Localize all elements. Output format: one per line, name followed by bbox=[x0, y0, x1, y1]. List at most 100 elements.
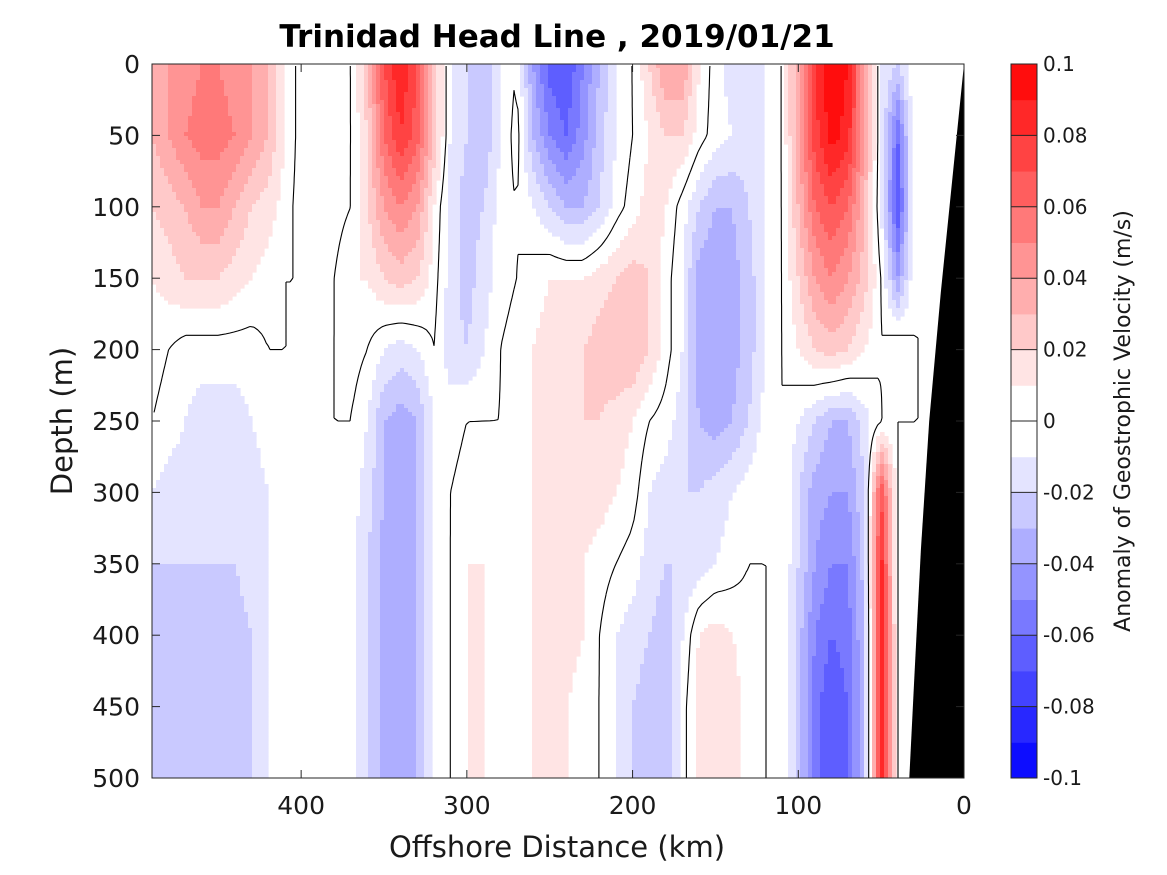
velocity-cell bbox=[656, 472, 689, 477]
velocity-cell bbox=[828, 500, 849, 505]
velocity-cell bbox=[472, 288, 493, 293]
velocity-cell bbox=[792, 188, 797, 193]
velocity-cell bbox=[788, 152, 793, 157]
velocity-cell bbox=[900, 172, 905, 177]
velocity-cell bbox=[420, 236, 425, 241]
velocity-cell bbox=[876, 528, 881, 533]
velocity-cell bbox=[640, 560, 717, 565]
velocity-cell bbox=[532, 492, 617, 497]
velocity-cell bbox=[460, 264, 477, 269]
velocity-cell bbox=[800, 152, 805, 157]
velocity-cell bbox=[628, 604, 657, 609]
velocity-cell bbox=[448, 252, 461, 257]
velocity-cell bbox=[900, 168, 905, 173]
velocity-cell bbox=[792, 464, 805, 469]
velocity-cell bbox=[696, 388, 737, 393]
velocity-cell bbox=[160, 476, 265, 481]
velocity-cell bbox=[884, 700, 889, 705]
velocity-cell bbox=[812, 692, 821, 697]
velocity-cell bbox=[448, 176, 461, 181]
velocity-cell bbox=[468, 324, 489, 329]
velocity-cell bbox=[800, 504, 809, 509]
velocity-cell bbox=[904, 180, 909, 185]
velocity-cell bbox=[436, 160, 441, 165]
velocity-cell bbox=[900, 284, 905, 289]
velocity-cell bbox=[152, 640, 253, 645]
velocity-cell bbox=[864, 460, 869, 465]
velocity-cell bbox=[272, 164, 285, 169]
velocity-cell bbox=[624, 620, 653, 625]
velocity-cell bbox=[252, 672, 269, 677]
velocity-cell bbox=[460, 248, 477, 253]
velocity-cell bbox=[408, 76, 417, 81]
velocity-cell bbox=[428, 116, 433, 121]
velocity-cell bbox=[432, 64, 437, 69]
velocity-cell bbox=[868, 104, 873, 109]
velocity-cell bbox=[404, 404, 425, 409]
velocity-cell bbox=[672, 568, 709, 573]
velocity-cell bbox=[688, 388, 697, 393]
velocity-cell bbox=[520, 84, 525, 89]
velocity-cell bbox=[188, 128, 233, 133]
velocity-cell bbox=[368, 564, 381, 569]
velocity-cell bbox=[880, 644, 885, 649]
velocity-cell bbox=[904, 268, 909, 273]
velocity-cell bbox=[452, 108, 469, 113]
velocity-cell bbox=[528, 112, 533, 117]
velocity-cell bbox=[384, 516, 417, 521]
velocity-cell bbox=[404, 100, 417, 105]
velocity-cell bbox=[880, 484, 885, 489]
velocity-cell bbox=[792, 148, 797, 153]
velocity-cell bbox=[696, 376, 737, 381]
velocity-cell bbox=[808, 552, 817, 557]
velocity-cell bbox=[372, 76, 377, 81]
velocity-cell bbox=[368, 660, 381, 665]
velocity-cell bbox=[880, 160, 885, 165]
velocity-cell bbox=[800, 648, 809, 653]
velocity-cell bbox=[800, 544, 809, 549]
velocity-cell bbox=[888, 168, 893, 173]
velocity-cell bbox=[880, 172, 885, 177]
velocity-cell bbox=[152, 508, 269, 513]
velocity-cell bbox=[892, 228, 897, 233]
velocity-cell bbox=[740, 340, 757, 345]
velocity-cell bbox=[868, 536, 873, 541]
velocity-cell bbox=[688, 72, 693, 77]
velocity-cell bbox=[828, 124, 841, 129]
velocity-cell bbox=[692, 236, 709, 241]
velocity-cell bbox=[416, 80, 421, 85]
velocity-cell bbox=[868, 128, 873, 133]
velocity-cell bbox=[416, 172, 425, 177]
velocity-cell bbox=[692, 88, 697, 93]
velocity-cell bbox=[608, 292, 649, 297]
velocity-cell bbox=[416, 696, 425, 701]
velocity-cell bbox=[880, 196, 885, 201]
velocity-cell bbox=[880, 476, 885, 481]
velocity-cell bbox=[868, 144, 873, 149]
velocity-cell bbox=[788, 148, 793, 153]
velocity-cell bbox=[872, 96, 877, 101]
velocity-cell bbox=[584, 356, 645, 361]
velocity-cell bbox=[492, 76, 501, 81]
velocity-cell bbox=[424, 204, 429, 209]
velocity-cell bbox=[380, 148, 389, 153]
velocity-cell bbox=[444, 336, 465, 341]
velocity-cell bbox=[644, 188, 669, 193]
velocity-cell bbox=[832, 424, 849, 429]
velocity-cell bbox=[884, 140, 889, 145]
velocity-cell bbox=[532, 672, 573, 677]
velocity-cell bbox=[364, 112, 373, 117]
velocity-cell bbox=[904, 132, 909, 137]
velocity-cell bbox=[176, 192, 197, 197]
velocity-cell bbox=[892, 220, 897, 225]
velocity-cell bbox=[860, 516, 865, 521]
velocity-cell bbox=[880, 552, 885, 557]
velocity-cell bbox=[792, 168, 797, 173]
velocity-cell bbox=[252, 648, 269, 653]
velocity-cell bbox=[872, 548, 877, 553]
velocity-cell bbox=[536, 84, 545, 89]
velocity-cell bbox=[444, 292, 461, 297]
velocity-cell bbox=[604, 156, 617, 161]
velocity-cell bbox=[468, 692, 485, 697]
velocity-cell bbox=[380, 80, 389, 85]
